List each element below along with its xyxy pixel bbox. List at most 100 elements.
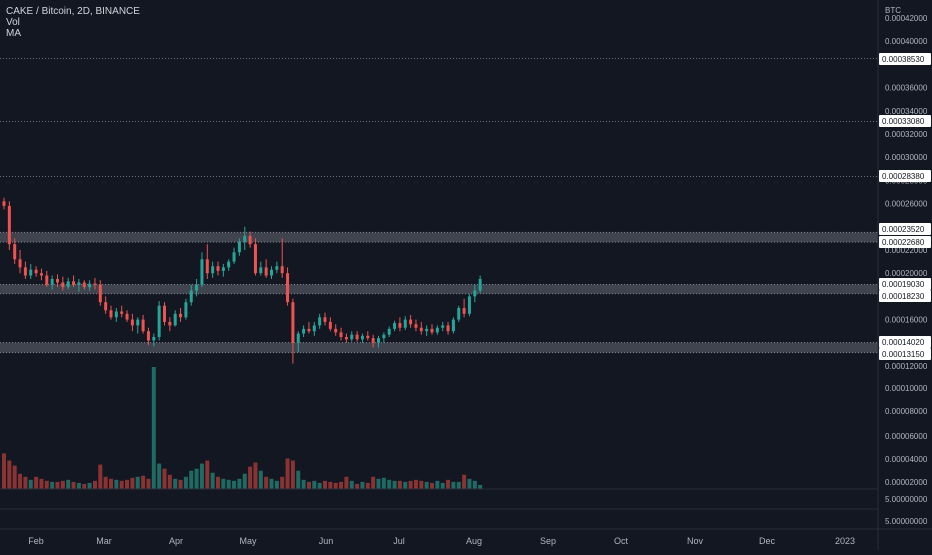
zone-band [0, 284, 878, 294]
time-tick-label: Sep [540, 536, 556, 546]
candle-body [141, 319, 145, 332]
volume-indicator-label[interactable]: Vol [6, 17, 20, 28]
candle-body [18, 259, 22, 268]
candle-body [50, 279, 54, 285]
candle-body [318, 317, 322, 326]
candle-body [478, 279, 482, 291]
volume-bar [194, 468, 199, 489]
candle-body [275, 266, 279, 270]
volume-bar [141, 475, 146, 489]
candle-body [189, 290, 193, 303]
price-label-text: 0.00022680 [882, 238, 925, 247]
volume-bar [333, 482, 338, 489]
volume-bar [7, 460, 12, 489]
candle-body [435, 327, 439, 333]
time-axis[interactable]: Feb Mar Apr May Jun Jul Aug Sep Oct Nov Dec 2023 [28, 536, 855, 546]
support-resistance-zones [0, 231, 878, 354]
candle-body [430, 328, 434, 333]
volume-bar [248, 466, 253, 489]
volume-bar [60, 480, 65, 489]
volume-bar [312, 480, 317, 489]
volume-bar [408, 480, 413, 489]
volume-bar [50, 481, 55, 489]
price-label-box [879, 53, 931, 65]
candle-body [82, 282, 86, 288]
candle-body [307, 328, 311, 332]
candle-body [312, 325, 316, 332]
volume-bar [173, 478, 178, 489]
volume-bar [339, 481, 344, 489]
volume-bar [226, 479, 231, 489]
price-axis[interactable]: 0.00042000 0.00040000 0.00036000 0.00034000… [885, 14, 928, 526]
volume-bar [221, 478, 226, 489]
candle-body [259, 267, 263, 274]
volume-bar [103, 476, 108, 489]
candle-body [227, 261, 231, 268]
price-level-labels: 0.00038530 0.00033080 0.00028380 0.00023520… [879, 53, 931, 360]
volume-bar [151, 367, 156, 489]
price-axis-unit: BTC [885, 6, 901, 15]
candle-body [286, 273, 290, 303]
price-label-box [879, 348, 931, 360]
volume-bar [472, 480, 477, 489]
price-tick-label: 0.00034000 [885, 107, 928, 116]
candle-body [125, 313, 129, 320]
volume-bar [376, 478, 381, 489]
price-tick-label: 0.00020000 [885, 269, 928, 278]
candle-body [179, 313, 183, 318]
candle-body [323, 317, 327, 322]
candle-body [130, 319, 134, 326]
candlesticks [2, 197, 482, 364]
time-tick-label: Aug [466, 536, 482, 546]
price-label-text: 0.00023520 [882, 225, 925, 234]
candle-body [39, 273, 43, 276]
volume-bar [290, 460, 295, 489]
candle-body [104, 302, 108, 311]
volume-bar [205, 460, 210, 489]
volume-bar [371, 476, 376, 489]
volume-bar [12, 465, 17, 489]
candle-body [13, 244, 17, 260]
candle-body [7, 205, 11, 245]
volume-bar [2, 453, 6, 489]
candle-body [93, 283, 97, 285]
price-tick-label: 0.00032000 [885, 130, 928, 139]
candle-body [377, 338, 380, 343]
candle-body [45, 275, 49, 285]
time-tick-label: May [239, 536, 257, 546]
candle-body [168, 321, 172, 326]
candle-body [291, 302, 295, 343]
candle-body [409, 319, 413, 325]
volume-tick-label: 0.00010000 [885, 384, 928, 393]
candle-body [34, 269, 38, 274]
volume-bar [344, 476, 349, 489]
price-tick-label: 0.00012000 [885, 362, 928, 371]
volume-bar [146, 478, 151, 489]
volume-tick-label: 0.00008000 [885, 407, 928, 416]
volume-bar [98, 464, 103, 489]
candle-body [66, 281, 70, 288]
volume-bar [306, 481, 311, 489]
volume-bar [264, 476, 269, 489]
volume-bar [130, 477, 135, 489]
candle-body [253, 244, 257, 274]
symbol-title[interactable]: CAKE / Bitcoin, 2D, BINANCE [6, 6, 140, 17]
price-label-box [879, 170, 931, 182]
volume-bar [280, 476, 285, 489]
candle-body [205, 259, 209, 274]
candle-body [441, 325, 445, 328]
price-label-box [879, 290, 931, 302]
ma-indicator-label[interactable]: MA [6, 28, 21, 39]
volume-bar [392, 480, 397, 489]
price-label-box [879, 278, 931, 290]
candle-body [446, 325, 450, 332]
volume-bar [44, 480, 49, 489]
volume-bar [323, 480, 327, 489]
time-tick-label: Jun [319, 536, 334, 546]
volume-bar [66, 479, 71, 489]
volume-bar [125, 479, 130, 489]
candle-body [157, 305, 161, 337]
volume-bar [381, 477, 386, 489]
